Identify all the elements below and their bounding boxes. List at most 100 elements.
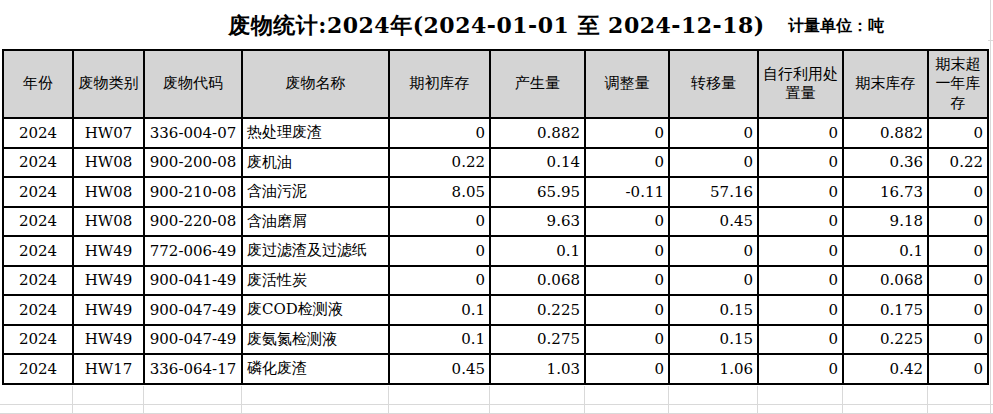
- cell-adjustment-amount[interactable]: -0.11: [585, 177, 669, 207]
- cell-waste-code[interactable]: 336-004-07: [144, 118, 242, 148]
- cell-adjustment-amount[interactable]: 0: [585, 148, 669, 178]
- cell-over-one-year-stock[interactable]: 0.22: [928, 148, 988, 178]
- cell-self-disposal-amount[interactable]: 0: [758, 266, 843, 296]
- cell-waste-category[interactable]: HW49: [73, 266, 144, 296]
- cell-waste-name[interactable]: 废氨氮检测液: [242, 325, 389, 355]
- cell-waste-category[interactable]: HW49: [73, 325, 144, 355]
- cell-closing-stock[interactable]: 0.225: [843, 325, 928, 355]
- cell-transferred-amount[interactable]: 0.15: [669, 295, 758, 325]
- cell-generated-amount[interactable]: 1.03: [490, 354, 585, 384]
- cell-closing-stock[interactable]: 16.73: [843, 177, 928, 207]
- cell-opening-stock[interactable]: 0.45: [389, 354, 490, 384]
- cell-waste-code[interactable]: 900-200-08: [144, 148, 242, 178]
- cell-over-one-year-stock[interactable]: 0: [928, 177, 988, 207]
- cell-year[interactable]: 2024: [3, 325, 73, 355]
- cell-closing-stock[interactable]: 0.42: [843, 354, 928, 384]
- cell-transferred-amount[interactable]: 0.45: [669, 207, 758, 237]
- cell-self-disposal-amount[interactable]: 0: [758, 118, 843, 148]
- cell-year[interactable]: 2024: [3, 177, 73, 207]
- cell-opening-stock[interactable]: 0.1: [389, 325, 490, 355]
- cell-generated-amount[interactable]: 0.068: [490, 266, 585, 296]
- cell-waste-category[interactable]: HW49: [73, 295, 144, 325]
- cell-over-one-year-stock[interactable]: 0: [928, 236, 988, 266]
- cell-year[interactable]: 2024: [3, 118, 73, 148]
- cell-generated-amount[interactable]: 0.275: [490, 325, 585, 355]
- cell-self-disposal-amount[interactable]: 0: [758, 148, 843, 178]
- cell-closing-stock[interactable]: 9.18: [843, 207, 928, 237]
- cell-waste-name[interactable]: 热处理废渣: [242, 118, 389, 148]
- cell-generated-amount[interactable]: 0.882: [490, 118, 585, 148]
- cell-waste-name[interactable]: 废COD检测液: [242, 295, 389, 325]
- cell-adjustment-amount[interactable]: 0: [585, 207, 669, 237]
- cell-generated-amount[interactable]: 0.14: [490, 148, 585, 178]
- cell-opening-stock[interactable]: 0: [389, 207, 490, 237]
- cell-waste-code[interactable]: 900-220-08: [144, 207, 242, 237]
- cell-adjustment-amount[interactable]: 0: [585, 236, 669, 266]
- cell-transferred-amount[interactable]: 0: [669, 266, 758, 296]
- cell-waste-category[interactable]: HW08: [73, 207, 144, 237]
- cell-self-disposal-amount[interactable]: 0: [758, 236, 843, 266]
- cell-generated-amount[interactable]: 0.1: [490, 236, 585, 266]
- cell-waste-category[interactable]: HW07: [73, 118, 144, 148]
- cell-transferred-amount[interactable]: 0: [669, 118, 758, 148]
- cell-transferred-amount[interactable]: 0: [669, 148, 758, 178]
- cell-closing-stock[interactable]: 0.175: [843, 295, 928, 325]
- cell-waste-category[interactable]: HW08: [73, 177, 144, 207]
- cell-over-one-year-stock[interactable]: 0: [928, 118, 988, 148]
- cell-waste-name[interactable]: 废机油: [242, 148, 389, 178]
- cell-waste-code[interactable]: 900-047-49: [144, 295, 242, 325]
- cell-opening-stock[interactable]: 0: [389, 236, 490, 266]
- cell-waste-code[interactable]: 772-006-49: [144, 236, 242, 266]
- cell-self-disposal-amount[interactable]: 0: [758, 207, 843, 237]
- cell-waste-code[interactable]: 900-047-49: [144, 325, 242, 355]
- cell-transferred-amount[interactable]: 57.16: [669, 177, 758, 207]
- cell-closing-stock[interactable]: 0.068: [843, 266, 928, 296]
- cell-year[interactable]: 2024: [3, 148, 73, 178]
- cell-waste-code[interactable]: 336-064-17: [144, 354, 242, 384]
- cell-transferred-amount[interactable]: 1.06: [669, 354, 758, 384]
- cell-year[interactable]: 2024: [3, 295, 73, 325]
- cell-transferred-amount[interactable]: 0: [669, 236, 758, 266]
- cell-waste-name[interactable]: 磷化废渣: [242, 354, 389, 384]
- cell-closing-stock[interactable]: 0.36: [843, 148, 928, 178]
- cell-waste-category[interactable]: HW08: [73, 148, 144, 178]
- cell-generated-amount[interactable]: 65.95: [490, 177, 585, 207]
- cell-waste-name[interactable]: 废活性炭: [242, 266, 389, 296]
- cell-self-disposal-amount[interactable]: 0: [758, 177, 843, 207]
- cell-adjustment-amount[interactable]: 0: [585, 325, 669, 355]
- cell-self-disposal-amount[interactable]: 0: [758, 325, 843, 355]
- cell-closing-stock[interactable]: 0.882: [843, 118, 928, 148]
- cell-closing-stock[interactable]: 0.1: [843, 236, 928, 266]
- cell-waste-code[interactable]: 900-210-08: [144, 177, 242, 207]
- cell-opening-stock[interactable]: 0.1: [389, 295, 490, 325]
- cell-over-one-year-stock[interactable]: 0: [928, 354, 988, 384]
- cell-adjustment-amount[interactable]: 0: [585, 295, 669, 325]
- cell-waste-category[interactable]: HW49: [73, 236, 144, 266]
- cell-over-one-year-stock[interactable]: 0: [928, 325, 988, 355]
- cell-waste-category[interactable]: HW17: [73, 354, 144, 384]
- cell-year[interactable]: 2024: [3, 266, 73, 296]
- cell-transferred-amount[interactable]: 0.15: [669, 325, 758, 355]
- cell-over-one-year-stock[interactable]: 0: [928, 207, 988, 237]
- cell-opening-stock[interactable]: 0.22: [389, 148, 490, 178]
- cell-waste-code[interactable]: 900-041-49: [144, 266, 242, 296]
- cell-over-one-year-stock[interactable]: 0: [928, 295, 988, 325]
- cell-generated-amount[interactable]: 9.63: [490, 207, 585, 237]
- cell-year[interactable]: 2024: [3, 354, 73, 384]
- cell-self-disposal-amount[interactable]: 0: [758, 354, 843, 384]
- cell-over-one-year-stock[interactable]: 0: [928, 266, 988, 296]
- cell-opening-stock[interactable]: 0: [389, 266, 490, 296]
- cell-opening-stock[interactable]: 8.05: [389, 177, 490, 207]
- cell-year[interactable]: 2024: [3, 207, 73, 237]
- cell-adjustment-amount[interactable]: 0: [585, 118, 669, 148]
- cell-adjustment-amount[interactable]: 0: [585, 354, 669, 384]
- cell-waste-name[interactable]: 含油磨屑: [242, 207, 389, 237]
- cell-waste-name[interactable]: 废过滤渣及过滤纸: [242, 236, 389, 266]
- cell-opening-stock[interactable]: 0: [389, 118, 490, 148]
- cell-adjustment-amount[interactable]: 0: [585, 266, 669, 296]
- cell-generated-amount[interactable]: 0.225: [490, 295, 585, 325]
- cell-self-disposal-amount[interactable]: 0: [758, 295, 843, 325]
- cell-year[interactable]: 2024: [3, 236, 73, 266]
- cell-waste-name[interactable]: 含油污泥: [242, 177, 389, 207]
- header-closing-stock: 期末库存: [843, 50, 928, 118]
